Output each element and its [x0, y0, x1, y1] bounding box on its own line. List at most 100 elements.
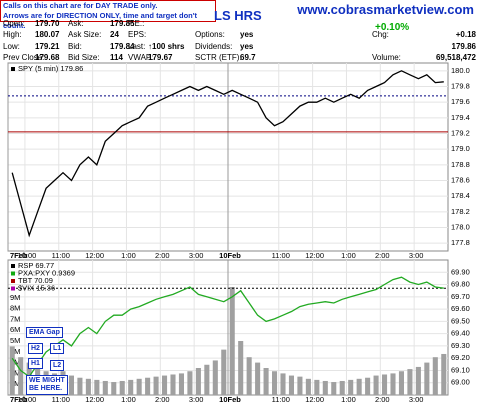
y-tick-label: 69.60	[451, 304, 470, 313]
quote-label: Volume:	[372, 53, 401, 62]
quote-label: Bid:	[68, 42, 82, 51]
quote-label: Chg:	[372, 30, 389, 39]
volume-bar	[356, 378, 362, 395]
y-tick-label: 178.0	[451, 222, 470, 231]
y-tick-label: 69.90	[451, 267, 470, 276]
quote-value: 179.67	[148, 53, 173, 62]
quote-label: EPS:	[128, 30, 147, 39]
y2-tick-label: 5M	[10, 336, 20, 345]
y-tick-label: 69.10	[451, 365, 470, 374]
quote-value: 24	[110, 30, 119, 39]
annotation: WE MIGHT BE HERE.	[26, 375, 68, 395]
volume-bar	[162, 375, 168, 395]
volume-bar	[68, 375, 74, 395]
y-tick-label: 179.0	[451, 144, 470, 153]
volume-bar	[390, 373, 396, 395]
legend-swatch	[11, 286, 15, 291]
y-tick-label: 69.70	[451, 292, 470, 301]
y-tick-label: 179.8	[451, 81, 470, 90]
volume-bar	[255, 362, 261, 395]
legend-entry: RSP 69.77	[18, 261, 54, 270]
quote-value: 179.84	[110, 42, 135, 51]
volume-bar	[432, 357, 438, 395]
x-tick-label: 1:00	[341, 395, 356, 404]
volume-bar	[322, 380, 328, 395]
quote-value: 69.7	[240, 53, 256, 62]
volume-bar	[145, 377, 151, 395]
x-tick-label: 11:00	[272, 251, 290, 260]
notice: Arrows are for DIRECTION ONLY, time and …	[3, 11, 198, 30]
x-tick-label: 11:00	[52, 395, 70, 404]
x-tick-label: 3:00	[409, 395, 424, 404]
x-tick-label: 12:00	[85, 251, 104, 260]
x-tick-label: 7Feb	[10, 395, 28, 404]
volume-bar	[85, 378, 91, 395]
x-tick-label: 2:00	[155, 395, 170, 404]
quote-value: 114	[110, 53, 123, 62]
volume-bar	[170, 374, 176, 395]
x-tick-label: 11:00	[52, 251, 70, 260]
y-tick-label: 69.50	[451, 316, 470, 325]
volume-bar	[373, 375, 379, 395]
quote-value: 179.68	[35, 53, 60, 62]
volume-bar	[229, 287, 235, 395]
volume-bar	[314, 379, 320, 395]
volume-bar	[365, 377, 371, 395]
x-tick-label: 10:00	[18, 395, 37, 404]
volume-bar	[136, 378, 142, 395]
legend-entry: SPY (5 min) 179.86	[18, 64, 83, 73]
volume-bar	[382, 374, 388, 395]
volume-bar	[221, 349, 227, 395]
volume-bar	[339, 380, 345, 395]
y2-tick-label: 9M	[10, 293, 20, 302]
y2-tick-label: 1M	[10, 379, 20, 388]
y2-tick-label: 6M	[10, 325, 20, 334]
volume-bar	[18, 357, 24, 395]
x-tick-label: 10Feb	[219, 251, 241, 260]
x-tick-label: 3:00	[189, 251, 204, 260]
x-tick-label: 2:00	[375, 395, 390, 404]
quote-label: Dividends:	[195, 42, 233, 51]
volume-bar	[187, 371, 193, 395]
annotation: L2	[50, 360, 65, 371]
volume-bar	[195, 368, 201, 395]
volume-bar	[280, 373, 286, 395]
x-tick-label: 12:00	[85, 395, 104, 404]
quote-label: Open:	[3, 19, 25, 28]
annotation: H1	[28, 358, 43, 369]
quote-value: 179.21	[35, 42, 60, 51]
y-tick-label: 69.80	[451, 280, 470, 289]
quote-value: yes	[240, 30, 254, 39]
y2-tick-label: 4M	[10, 347, 20, 356]
price-line	[11, 70, 444, 238]
legend-swatch	[11, 67, 15, 71]
volume-bar	[305, 378, 311, 395]
volume-bar	[9, 346, 15, 395]
x-tick-label: 12:00	[305, 395, 324, 404]
legend-entry: PXA:PXY 0.9369	[18, 268, 75, 277]
legend-swatch	[11, 264, 15, 268]
quote-label: Ask:	[68, 19, 84, 28]
y-tick-label: 69.40	[451, 329, 470, 338]
y-tick-label: 69.30	[451, 341, 470, 350]
volume-bar	[415, 366, 421, 395]
notice: Calls on this chart are for DAY TRADE on…	[3, 1, 158, 10]
volume-bar	[297, 376, 303, 395]
quote-value: ↑100 shrs	[148, 42, 185, 51]
volume-bar	[246, 357, 252, 395]
volume-bar	[77, 377, 83, 395]
y2-tick-label: 2M	[10, 368, 20, 377]
quote-label: Ask Size:	[68, 30, 102, 39]
x-tick-label: 1:00	[341, 251, 356, 260]
price-line	[11, 276, 444, 378]
y-tick-label: 178.2	[451, 207, 470, 216]
legend-swatch	[11, 279, 15, 283]
legend-entry: TBT 70.09	[18, 276, 53, 285]
x-tick-label: 10:00	[18, 251, 37, 260]
legend-entry: $VIX 15.36	[18, 283, 55, 292]
quote-label: Low:	[3, 42, 20, 51]
volume-bar	[348, 379, 354, 395]
annotation: EMA Gap	[26, 327, 63, 338]
volume-bar	[272, 371, 278, 395]
